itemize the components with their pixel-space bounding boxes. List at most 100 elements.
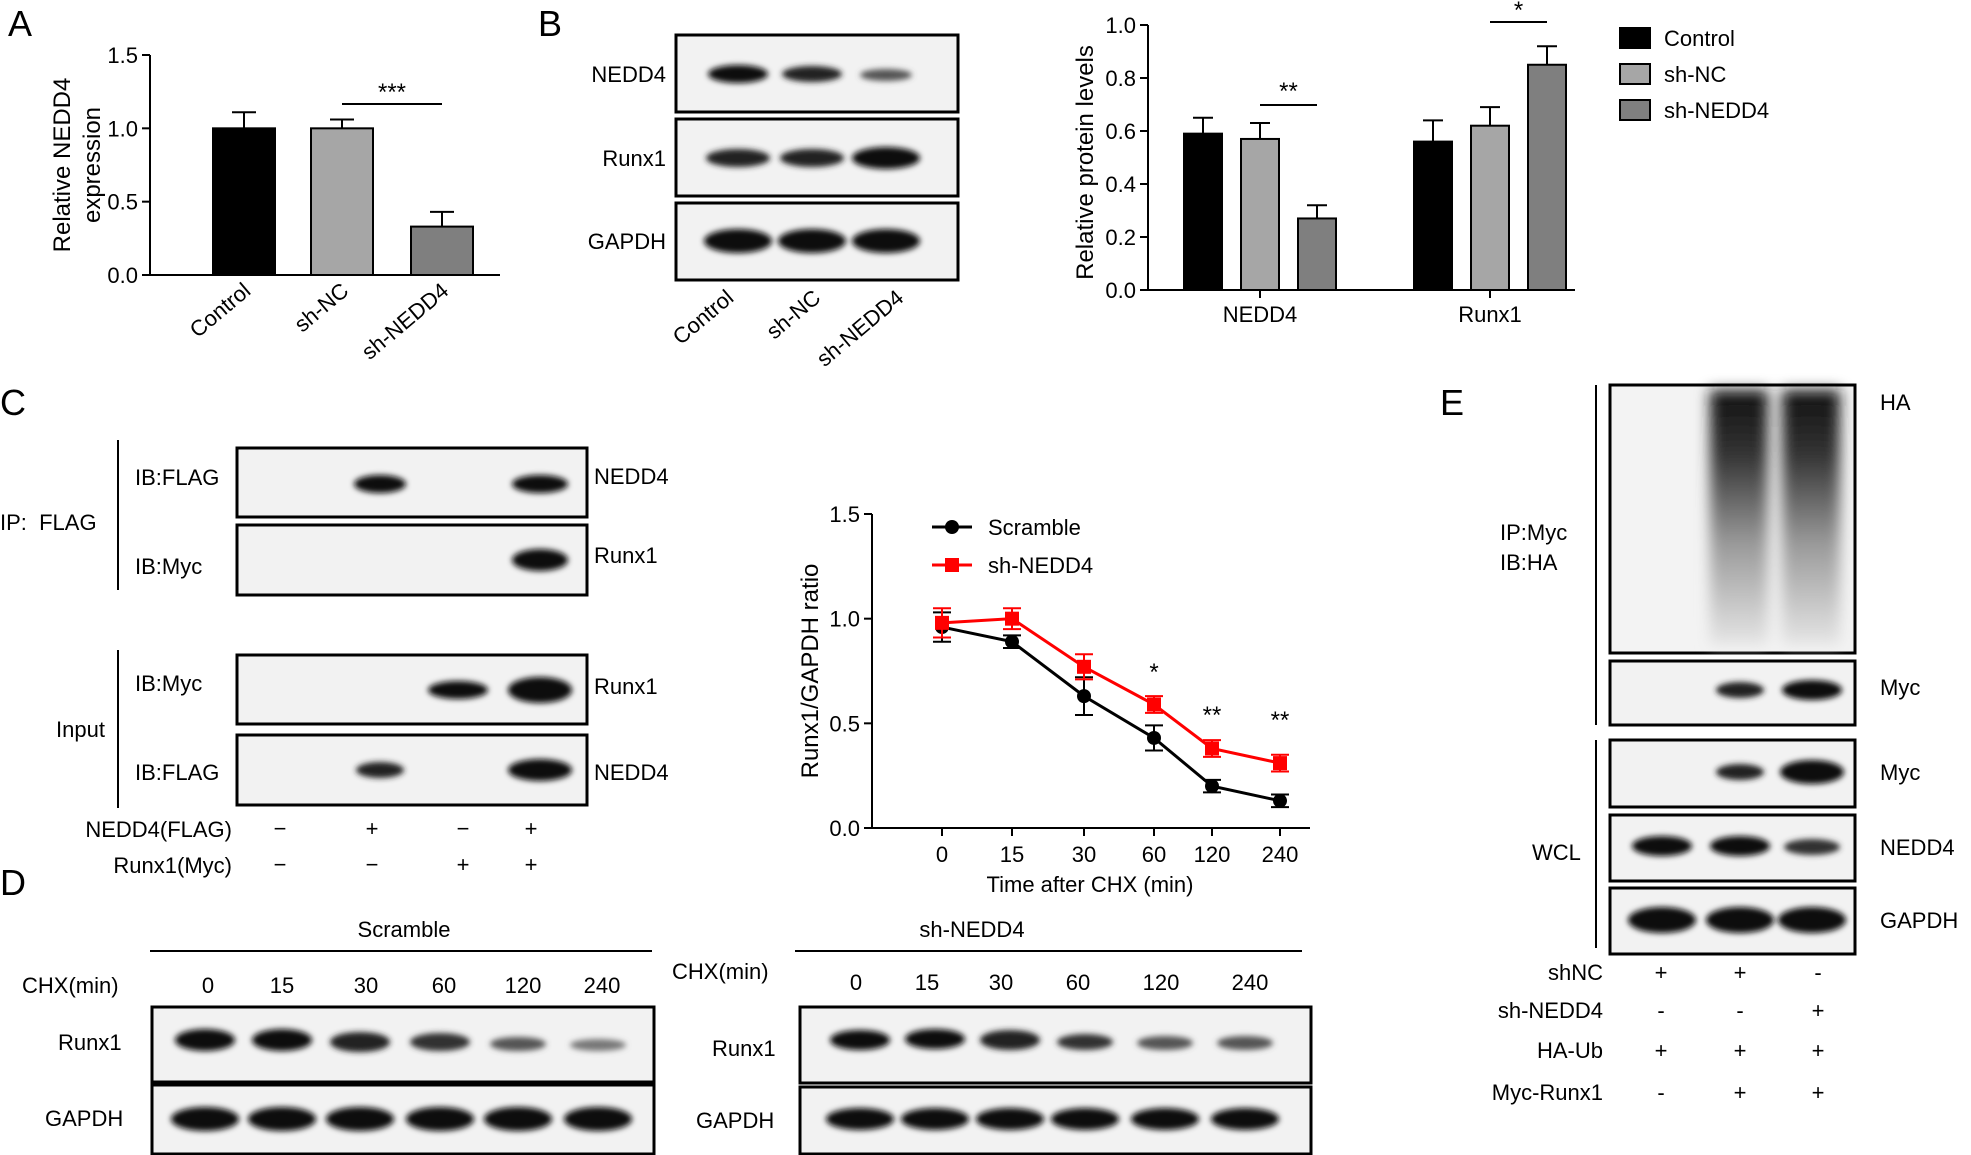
x-tick-label: NEDD4 bbox=[1223, 302, 1298, 327]
legend-label: sh-NEDD4 bbox=[1664, 98, 1769, 123]
condition-sign: - bbox=[1657, 1080, 1664, 1105]
condition-sign: + bbox=[1734, 960, 1747, 985]
band bbox=[860, 69, 912, 81]
timepoint: 15 bbox=[915, 970, 939, 995]
condition-sign: + bbox=[525, 816, 538, 841]
band bbox=[484, 1107, 552, 1131]
x-tick-label: 30 bbox=[1072, 842, 1096, 867]
x-tick-label: Control bbox=[185, 278, 255, 343]
condition-sign: + bbox=[1655, 960, 1668, 985]
band bbox=[570, 1039, 626, 1051]
bar bbox=[310, 127, 374, 276]
condition-sign: + bbox=[1812, 998, 1825, 1023]
y-axis-label: Relative NEDD4 expression bbox=[49, 78, 106, 253]
y-tick-label: 0.5 bbox=[107, 190, 138, 215]
y-tick-label: 1.5 bbox=[829, 502, 860, 527]
condition-sign: + bbox=[525, 852, 538, 877]
band bbox=[1716, 682, 1764, 698]
data-point bbox=[1077, 659, 1091, 674]
bar bbox=[1527, 63, 1567, 291]
blot-c: IP: FLAG Input IB:FLAG IB:Myc IB:Myc IB:… bbox=[0, 440, 669, 878]
y-axis-label: Runx1/GAPDH ratio bbox=[797, 564, 824, 779]
condition-sign: − bbox=[457, 816, 470, 841]
timepoint: 0 bbox=[850, 970, 862, 995]
condition-sign: + bbox=[457, 852, 470, 877]
band bbox=[1628, 907, 1696, 933]
x-tick-label: sh-NC bbox=[289, 278, 353, 337]
band bbox=[778, 229, 846, 253]
x-axis-label: Time after CHX (min) bbox=[987, 872, 1194, 897]
band bbox=[508, 759, 572, 781]
y-tick-label: 0.8 bbox=[1105, 66, 1136, 91]
panel-letter-e: E bbox=[1440, 382, 1464, 423]
legend-swatch bbox=[1619, 27, 1651, 49]
timepoint: 240 bbox=[584, 973, 621, 998]
band bbox=[248, 1107, 316, 1131]
blot-e-right-label: GAPDH bbox=[1880, 908, 1958, 933]
significance-label: * bbox=[1514, 0, 1523, 24]
blot-b-lane-label: sh-NC bbox=[761, 285, 825, 344]
data-point bbox=[1005, 611, 1019, 626]
significance-label: ** bbox=[1271, 707, 1290, 734]
timepoint: 240 bbox=[1232, 970, 1269, 995]
x-tick-label: 120 bbox=[1194, 842, 1231, 867]
band bbox=[428, 681, 488, 699]
blot-b-row-label: GAPDH bbox=[588, 229, 666, 254]
band bbox=[1057, 1034, 1113, 1050]
blot-b: NEDD4 Runx1 GAPDH Control sh-NC sh-NEDD4 bbox=[588, 33, 960, 371]
blot-d: Scramble CHX(min) 0 15 30 60 120 240 Run… bbox=[22, 917, 1313, 1155]
band bbox=[354, 475, 406, 493]
panel-letter-c: C bbox=[0, 382, 26, 423]
condition-label: Runx1(Myc) bbox=[113, 853, 232, 878]
condition-sign: + bbox=[1812, 1038, 1825, 1063]
blot-c-protein-label: Runx1 bbox=[594, 543, 658, 568]
data-point bbox=[935, 615, 949, 630]
x-tick-label: 60 bbox=[1142, 842, 1166, 867]
y-tick-label: 0.5 bbox=[829, 711, 860, 736]
band bbox=[1131, 1108, 1199, 1130]
condition-sign: + bbox=[366, 816, 379, 841]
legend-label: Control bbox=[1664, 26, 1735, 51]
blot-c-ib-label: IB:Myc bbox=[135, 554, 202, 579]
blot-e: IP:Myc IB:HA WCL HA Myc Myc NEDD4 GAPDH bbox=[1492, 383, 1958, 1105]
timepoint: 15 bbox=[270, 973, 294, 998]
significance-label: ** bbox=[1203, 702, 1222, 729]
condition-sign: - bbox=[1814, 960, 1821, 985]
chart-c: 0.0 0.5 1.0 1.5 0 15 30 60 120 240 Time after CHX … bbox=[797, 502, 1310, 897]
condition-sign: + bbox=[1655, 1038, 1668, 1063]
blot-c-ib-label: IB:Myc bbox=[135, 671, 202, 696]
y-tick-label: 1.0 bbox=[1105, 13, 1136, 38]
y-tick-label: 0.0 bbox=[1105, 278, 1136, 303]
condition-sign: - bbox=[1736, 998, 1743, 1023]
bar bbox=[1413, 140, 1453, 291]
smear bbox=[1710, 390, 1768, 645]
bar bbox=[1297, 217, 1337, 291]
blot-e-right-label: NEDD4 bbox=[1880, 835, 1955, 860]
band bbox=[980, 1030, 1040, 1050]
band bbox=[901, 1108, 969, 1130]
band bbox=[175, 1029, 235, 1051]
bar bbox=[1183, 132, 1223, 291]
band bbox=[1780, 760, 1844, 784]
data-point bbox=[1205, 779, 1219, 794]
panel-letter-d: D bbox=[0, 862, 26, 903]
blot-c-protein-label: NEDD4 bbox=[594, 760, 669, 785]
timepoint: 120 bbox=[505, 973, 542, 998]
band bbox=[1778, 907, 1846, 933]
band bbox=[512, 475, 568, 493]
bar bbox=[410, 225, 474, 277]
band bbox=[490, 1037, 546, 1051]
blot-d-right-title: sh-NEDD4 bbox=[919, 917, 1024, 942]
data-point bbox=[1147, 697, 1161, 712]
data-point bbox=[1273, 793, 1287, 808]
ip-label: IP: FLAG bbox=[0, 510, 97, 535]
ip-label-line: IP:Myc bbox=[1500, 520, 1567, 545]
legend-label: Scramble bbox=[988, 515, 1081, 540]
x-tick-label: Runx1 bbox=[1458, 302, 1522, 327]
band bbox=[171, 1107, 239, 1131]
band bbox=[780, 149, 844, 167]
condition-sign: + bbox=[1734, 1038, 1747, 1063]
condition-sign: − bbox=[274, 816, 287, 841]
data-point bbox=[1005, 634, 1019, 649]
condition-sign: − bbox=[274, 852, 287, 877]
